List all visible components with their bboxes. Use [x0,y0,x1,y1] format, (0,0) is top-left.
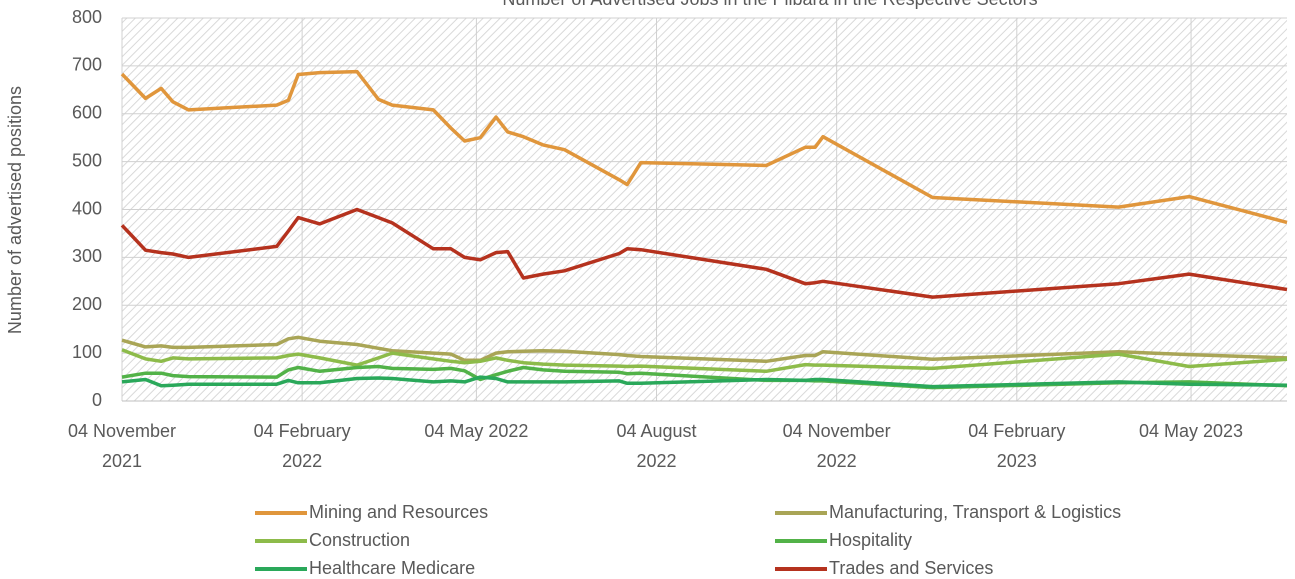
legend-label: Manufacturing, Transport & Logistics [829,502,1121,522]
series-line [120,207,1288,299]
x-tick-label: 04 February 2023 [968,421,1066,471]
series-line [121,375,1288,389]
series-line [121,348,1288,374]
y-tick-label: 200 [72,294,102,314]
legend-label: Trades and Services [829,558,993,578]
x-tick-label: 04 May 2022 [424,421,529,441]
x-tick-label: 04 November 2021 [67,421,177,471]
legend-label: Healthcare Medicare [309,558,475,578]
x-tick-label: 04 February 2022 [253,421,351,471]
y-tick-label: 100 [72,342,102,362]
y-tick-label: 700 [72,55,102,75]
chart-title: Number of Advertised Jobs in the Pilbara… [502,0,1037,9]
y-tick-label: 800 [72,7,102,27]
x-tick-label: 04 November 2022 [782,421,891,471]
x-tick-label: 04 May 2023 [1139,421,1244,441]
y-tick-label: 0 [92,390,102,410]
x-tick-label: 04 August 2022 [616,421,697,471]
legend-label: Construction [309,530,410,550]
series-line [120,69,1288,225]
y-tick-label: 300 [72,246,102,266]
y-tick-label: 600 [72,103,102,123]
y-axis-label: Number of advertised positions [5,86,25,334]
legend-label: Mining and Resources [309,502,488,522]
y-tick-label: 400 [72,198,102,218]
series-line [121,335,1288,364]
y-tick-label: 500 [72,150,102,170]
legend-label: Hospitality [829,530,912,550]
